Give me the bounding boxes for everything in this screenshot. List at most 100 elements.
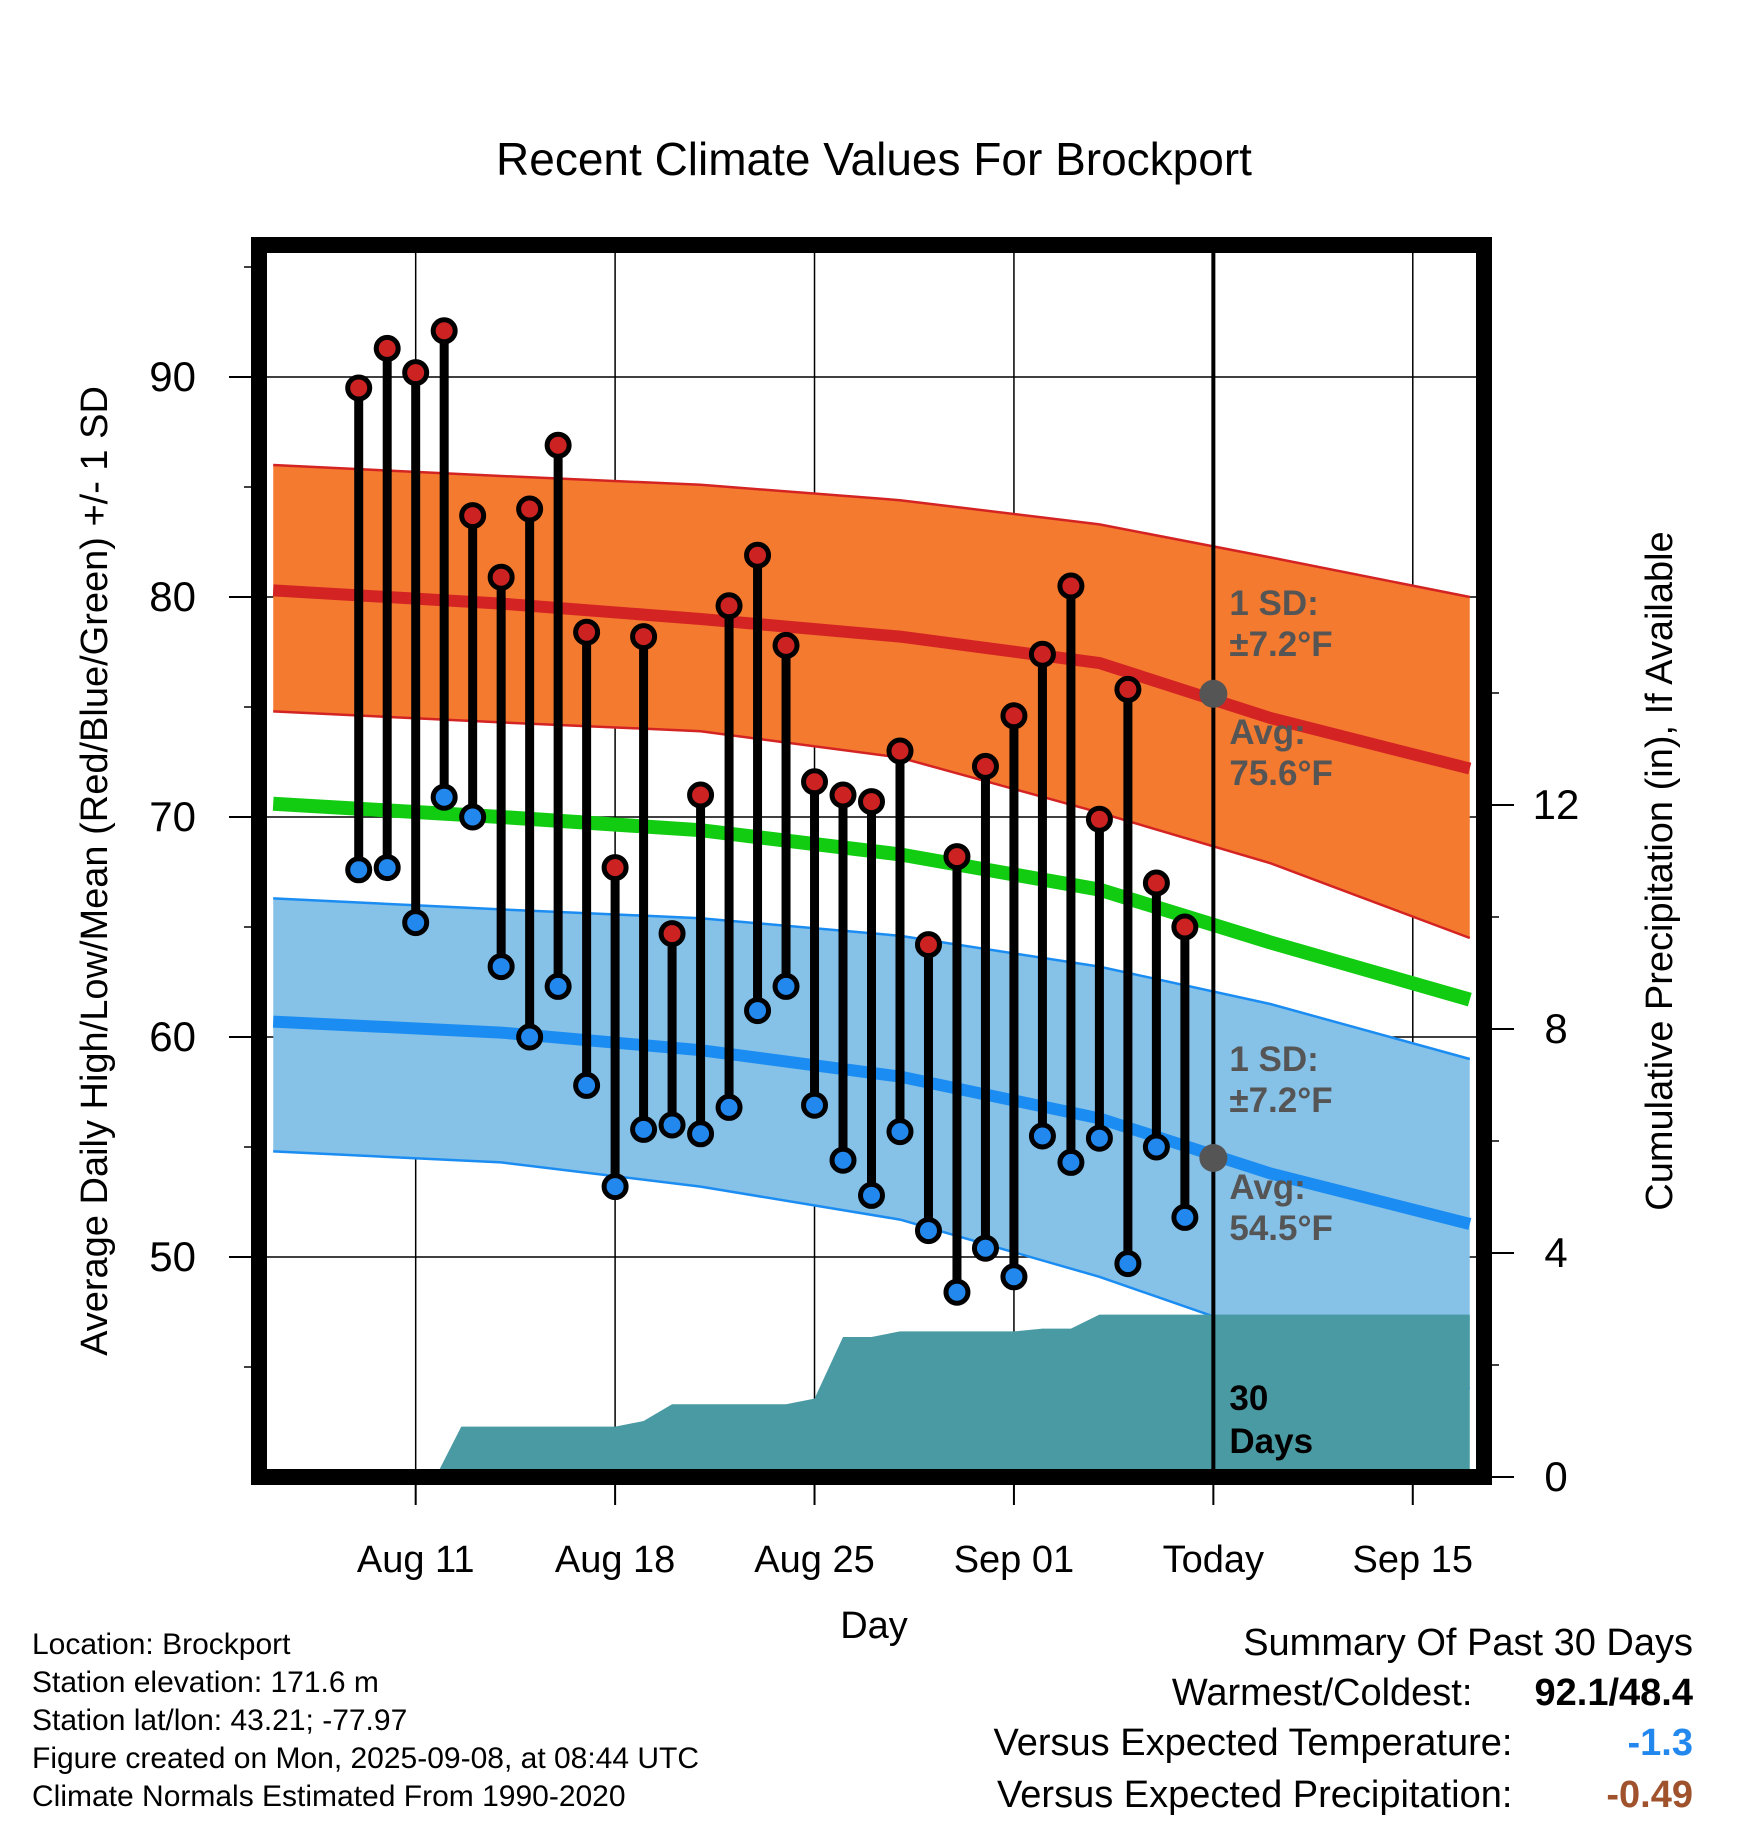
high-point bbox=[801, 768, 829, 796]
warm-cold-label: Warmest/Coldest: bbox=[1171, 1672, 1473, 1714]
axes: Aug 11 Aug 18 Aug 25 Sep 01 Today Sep 15 50 60 7… bbox=[149, 266, 1580, 1581]
low-point bbox=[487, 953, 515, 981]
high-point bbox=[516, 495, 544, 523]
low-point bbox=[1057, 1148, 1085, 1176]
station-metadata: Location: Brockport Station elevation: 1… bbox=[32, 1626, 699, 1816]
high-point bbox=[658, 920, 686, 948]
precip-label: Versus Expected Precipitation: bbox=[997, 1774, 1513, 1816]
low-point bbox=[829, 1146, 857, 1174]
low-point bbox=[914, 1217, 942, 1245]
low-point bbox=[971, 1234, 999, 1262]
y-tick-label: 80 bbox=[149, 573, 196, 620]
y2-tick-label: 0 bbox=[1544, 1453, 1567, 1500]
low-point bbox=[601, 1173, 629, 1201]
y-tick-label: 90 bbox=[149, 353, 196, 400]
high-point bbox=[1142, 869, 1170, 897]
y2-tick-label: 12 bbox=[1533, 781, 1580, 828]
plot-border bbox=[251, 237, 1492, 1485]
y-axis-label: Average Daily High/Low/Mean (Red/Blue/Gr… bbox=[74, 386, 116, 1356]
high-point bbox=[1114, 675, 1142, 703]
precip-value: -0.49 bbox=[1606, 1774, 1693, 1816]
high-point bbox=[345, 374, 373, 402]
high-point bbox=[1171, 913, 1199, 941]
summary-precip: Versus Expected Precipitation: -0.49 bbox=[997, 1774, 1693, 1817]
x-tick-label: Aug 18 bbox=[555, 1539, 675, 1581]
low-point bbox=[943, 1278, 971, 1306]
low-point bbox=[772, 972, 800, 1000]
high-point bbox=[487, 563, 515, 591]
high-point bbox=[1028, 640, 1056, 668]
meta-elevation: Station elevation: 171.6 m bbox=[32, 1666, 379, 1699]
low-point bbox=[1000, 1263, 1028, 1291]
meta-normals: Climate Normals Estimated From 1990-2020 bbox=[32, 1780, 626, 1813]
high-point bbox=[373, 334, 401, 362]
high-point bbox=[772, 631, 800, 659]
high-point bbox=[601, 854, 629, 882]
low-point bbox=[544, 972, 572, 1000]
high-point bbox=[858, 788, 885, 816]
annotation-window-1: 30 bbox=[1229, 1379, 1268, 1418]
warm-cold-value: 92.1/48.4 bbox=[1534, 1672, 1693, 1714]
today-low-avg-dot bbox=[1199, 1144, 1228, 1172]
high-band-upper-edge bbox=[273, 463, 1471, 599]
low-point bbox=[630, 1115, 658, 1143]
annotation-high-1: 1 SD: bbox=[1229, 584, 1318, 623]
summary-warm-cold: Warmest/Coldest: 92.1/48.4 bbox=[1172, 1672, 1693, 1715]
temp-value: -1.3 bbox=[1627, 1722, 1693, 1764]
low-point bbox=[1142, 1133, 1170, 1161]
meta-location: Location: Brockport bbox=[32, 1628, 291, 1661]
low-point bbox=[459, 803, 487, 831]
annotation-low-2: 54.5°F bbox=[1229, 1209, 1333, 1248]
low-point bbox=[373, 854, 401, 882]
high-band-fill bbox=[273, 465, 1470, 938]
high-point bbox=[971, 752, 999, 780]
high-point bbox=[715, 592, 743, 620]
x-axis-label: Day bbox=[840, 1605, 908, 1647]
y-tick-label: 60 bbox=[149, 1013, 196, 1060]
x-tick-label: Aug 11 bbox=[357, 1539, 475, 1581]
high-point bbox=[573, 618, 601, 646]
summary-title: Summary Of Past 30 Days bbox=[1243, 1622, 1693, 1664]
high-point bbox=[630, 623, 658, 651]
y-tick-label: 70 bbox=[149, 793, 196, 840]
y2-tick-label: 4 bbox=[1544, 1229, 1567, 1276]
low-point bbox=[1085, 1124, 1113, 1152]
meta-latlon: Station lat/lon: 43.21; -77.97 bbox=[32, 1704, 408, 1737]
low-point bbox=[1171, 1203, 1199, 1231]
y2-axis-label: Cumulative Precipitation (in), If Availa… bbox=[1639, 531, 1681, 1210]
x-tick-label: Sep 01 bbox=[954, 1539, 1074, 1581]
chart-title: Recent Climate Values For Brockport bbox=[496, 133, 1252, 185]
low-point bbox=[345, 856, 373, 884]
high-point bbox=[1085, 805, 1113, 833]
high-point bbox=[402, 359, 430, 387]
annotation-window-2: Days bbox=[1229, 1422, 1313, 1461]
low-point bbox=[886, 1118, 914, 1146]
low-point bbox=[658, 1111, 686, 1139]
low-point bbox=[715, 1093, 743, 1121]
today-high-avg-dot bbox=[1199, 679, 1228, 708]
high-point bbox=[886, 737, 914, 765]
low-point bbox=[1114, 1250, 1142, 1278]
high-point bbox=[687, 781, 715, 809]
high-point bbox=[1057, 572, 1085, 600]
low-point bbox=[573, 1071, 601, 1099]
low-point bbox=[516, 1023, 544, 1051]
low-point bbox=[1028, 1122, 1056, 1150]
high-point bbox=[544, 431, 572, 459]
annotation-low-1: Avg: bbox=[1229, 1168, 1305, 1207]
low-point bbox=[402, 909, 430, 937]
low-point bbox=[801, 1091, 829, 1119]
low-point bbox=[430, 783, 458, 811]
plot-frame bbox=[251, 237, 1492, 1485]
high-point bbox=[744, 541, 772, 569]
y2-tick-label: 8 bbox=[1544, 1005, 1567, 1052]
annotation-high-2: 75.6°F bbox=[1229, 754, 1333, 793]
meta-created: Figure created on Mon, 2025-09-08, at 08… bbox=[32, 1742, 700, 1775]
temp-label: Versus Expected Temperature: bbox=[993, 1722, 1513, 1764]
high-point bbox=[430, 317, 458, 345]
daily-points bbox=[345, 317, 1199, 1306]
high-point bbox=[1000, 702, 1028, 730]
high-point bbox=[829, 781, 857, 809]
